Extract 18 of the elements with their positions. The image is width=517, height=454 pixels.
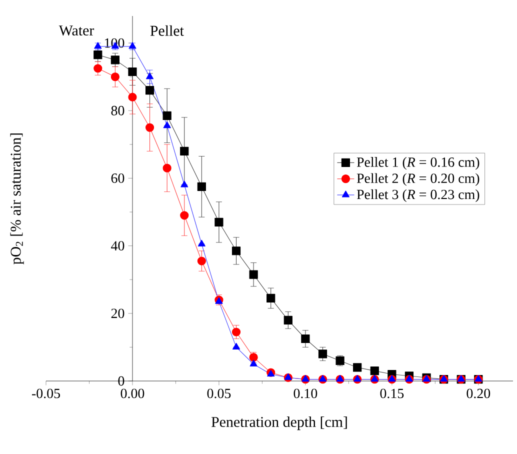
y-tick-label: 60 (111, 174, 124, 183)
legend-label: Pellet 3 (R = 0.23 cm) (356, 189, 480, 202)
x-axis-title: Penetration depth [cm] (211, 416, 347, 430)
y-tick-label: 20 (111, 308, 124, 318)
legend-label: Pellet 2 (R = 0.20 cm) (356, 173, 480, 186)
annotation: Water (58, 26, 94, 36)
x-tick-label: 0.05 (207, 388, 231, 398)
x-tick-label: 0.10 (294, 388, 318, 398)
x-tick-label: 0.15 (380, 388, 404, 398)
y-tick-label: 40 (111, 241, 124, 251)
x-tick-label: -0.05 (32, 388, 60, 398)
x-tick-label: 0.20 (466, 388, 490, 398)
legend-label: Pellet 1 (R = 0.16 cm) (356, 157, 480, 170)
annotation: Pellet (150, 25, 184, 36)
x-tick-label: 0.00 (120, 388, 144, 398)
y-tick-label: 80 (111, 106, 124, 116)
y-tick-label: 0 (118, 376, 124, 386)
y-axis-title: pO$_{2}$ [% air saturation] (10, 133, 24, 264)
